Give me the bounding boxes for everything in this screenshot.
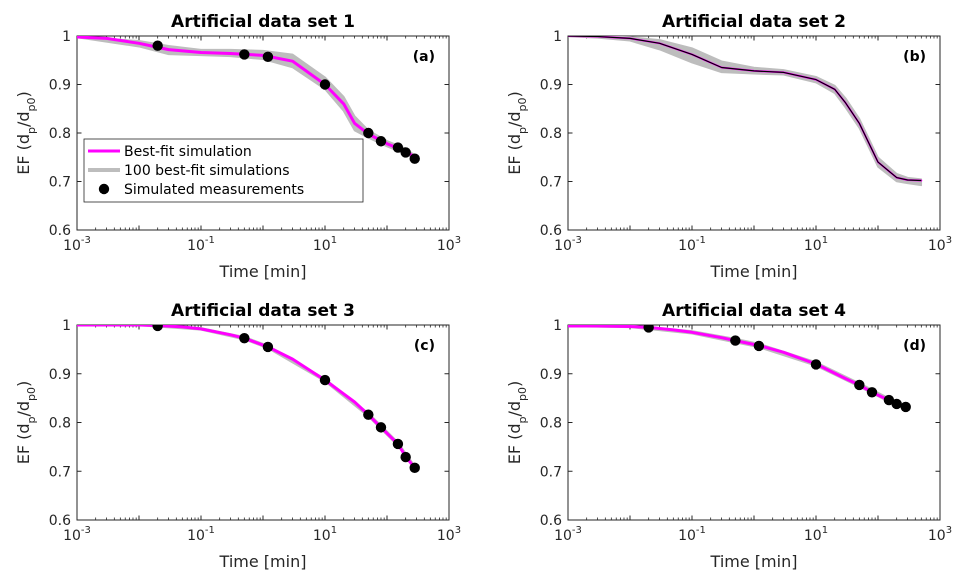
y-tick-label: 0.8: [540, 416, 562, 432]
y-tick-label: 1: [553, 29, 562, 45]
y-tick-label: 0.6: [49, 223, 71, 239]
measurement-point: [319, 79, 331, 90]
x-tick-label: 103: [437, 525, 461, 544]
y-tick-label: 1: [553, 318, 562, 334]
measurement-point: [262, 51, 274, 63]
measurement-point: [400, 451, 411, 463]
y-tick-label: 1: [62, 29, 71, 45]
chart-panel-3: 10-3 10-1 101 103 0.6 0.7 0.8 0.9 1 Artificial da…: [14, 301, 461, 571]
x-tick-label: 10-3: [554, 235, 582, 254]
y-tick-label: 0.9: [49, 78, 71, 94]
measurement-point: [409, 462, 420, 474]
x-axis-label: Time [min]: [219, 262, 307, 281]
y-axis-label: EF (dp/dp0): [505, 91, 529, 175]
chart-title: Artificial data set 4: [662, 301, 846, 321]
y-tick-label: 0.8: [540, 126, 562, 142]
legend-swatch-measurement: [98, 183, 110, 195]
panel-letter: (c): [414, 338, 435, 354]
measurement-point: [883, 394, 895, 406]
x-tick-label: 10-3: [554, 525, 582, 544]
measurement-point: [375, 136, 387, 147]
y-tick-label: 0.9: [540, 367, 562, 383]
chart-panel-4: 10-3 10-1 101 103 0.6 0.7 0.8 0.9 1 Artificial da…: [505, 301, 952, 571]
measurement-point: [392, 438, 404, 450]
x-tick-label: 10-3: [63, 235, 91, 254]
measurement-point: [891, 398, 902, 410]
legend-label-ensemble: 100 best-fit simulations: [124, 163, 290, 179]
measurement-point: [866, 387, 878, 398]
panel-letter: (d): [903, 338, 926, 354]
y-tick-label: 0.7: [49, 464, 71, 480]
panel-letter: (b): [903, 49, 926, 65]
measurement-point: [239, 332, 250, 344]
best-fit-line-core: [568, 36, 922, 182]
x-axis-label: Time [min]: [710, 262, 798, 281]
measurement-point: [854, 379, 865, 391]
data-layer: [568, 36, 923, 187]
x-axis-label: Time [min]: [219, 552, 307, 571]
y-tick-label: 0.7: [49, 175, 71, 191]
legend-label-measurement: Simulated measurements: [124, 182, 304, 198]
x-tick-label: 101: [804, 525, 828, 544]
x-tick-label: 101: [804, 235, 828, 254]
y-tick-label: 0.9: [540, 78, 562, 94]
y-tick-label: 0.9: [49, 367, 71, 383]
y-axis-label: EF (dp/dp0): [14, 381, 38, 465]
x-tick-label: 101: [313, 525, 337, 544]
chart-title: Artificial data set 1: [171, 12, 355, 32]
y-tick-label: 0.8: [49, 416, 71, 432]
measurement-point: [400, 147, 411, 158]
chart-title: Artificial data set 3: [171, 301, 355, 321]
x-tick-label: 103: [437, 235, 461, 254]
y-axis-label: EF (dp/dp0): [14, 91, 38, 175]
chart-panel-1: 10-3 10-1 101 103 0.6 0.7 0.8 0.9 1 Artificial da…: [14, 12, 461, 281]
x-tick-label: 10-3: [63, 525, 91, 544]
y-tick-label: 0.7: [540, 175, 562, 191]
measurement-point: [730, 335, 741, 346]
data-layer: [77, 36, 420, 164]
measurement-point: [409, 153, 420, 164]
measurement-point: [152, 40, 163, 51]
measurement-point: [239, 49, 250, 60]
panel-letter: (a): [413, 49, 435, 65]
legend-box: [83, 138, 364, 203]
x-tick-label: 10-1: [678, 235, 706, 254]
measurement-point: [363, 409, 374, 420]
y-tick-label: 0.7: [540, 464, 562, 480]
y-tick-label: 0.6: [49, 513, 71, 529]
data-layer: [568, 325, 911, 413]
plot-area: [567, 35, 941, 231]
x-tick-label: 103: [928, 235, 952, 254]
x-tick-label: 101: [313, 235, 337, 254]
plot-area: [76, 324, 450, 521]
measurement-point: [375, 422, 387, 433]
legend: Best-fit simulation 100 best-fit simulati…: [83, 138, 364, 203]
plot-area: [567, 324, 941, 521]
y-tick-label: 1: [62, 318, 71, 334]
measurement-point: [319, 374, 331, 386]
y-axis-label: EF (dp/dp0): [505, 381, 529, 465]
x-tick-label: 103: [928, 525, 952, 544]
chart-panel-2: 10-3 10-1 101 103 0.6 0.7 0.8 0.9 1 Artificial da…: [505, 12, 952, 281]
measurement-point: [152, 325, 163, 332]
measurement-point: [392, 142, 404, 153]
x-tick-label: 10-1: [187, 235, 215, 254]
measurement-point: [262, 341, 274, 353]
y-tick-label: 0.6: [540, 223, 562, 239]
x-tick-label: 10-1: [187, 525, 215, 544]
x-tick-label: 10-1: [678, 525, 706, 544]
measurement-point: [753, 340, 765, 352]
y-tick-label: 0.8: [49, 126, 71, 142]
chart-title: Artificial data set 2: [662, 12, 846, 32]
measurement-point: [363, 127, 374, 139]
measurement-point: [810, 359, 822, 370]
measurement-point: [643, 325, 654, 333]
data-layer: [77, 325, 420, 474]
legend-label-best-fit: Best-fit simulation: [124, 144, 252, 160]
y-tick-label: 0.6: [540, 513, 562, 529]
x-axis-label: Time [min]: [710, 552, 798, 571]
measurement-point: [900, 401, 911, 413]
